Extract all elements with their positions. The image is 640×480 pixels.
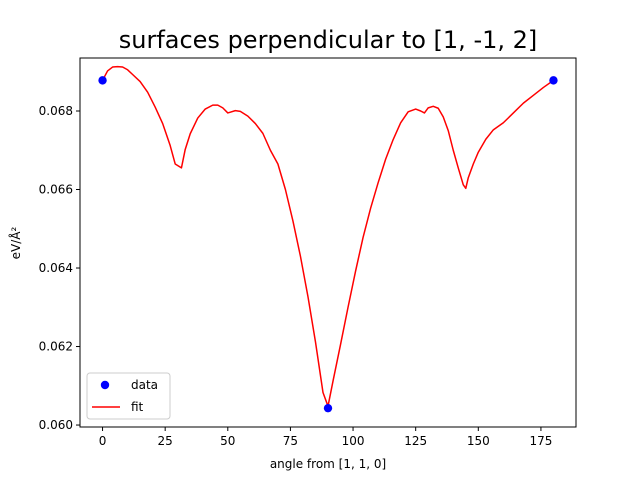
y-tick-label: 0.060	[39, 418, 73, 432]
x-tick-label: 125	[404, 434, 427, 448]
data-point	[323, 403, 333, 413]
x-tick-label: 150	[467, 434, 490, 448]
y-tick-label: 0.062	[39, 340, 73, 354]
y-tick-label: 0.064	[39, 261, 73, 275]
series-fit-line	[101, 65, 554, 407]
x-tick-label: 25	[158, 434, 173, 448]
plot-frame	[79, 57, 577, 428]
plot-area	[79, 57, 577, 428]
x-axis-label: angle from [1, 1, 0]	[270, 457, 386, 471]
x-tick-label: 175	[529, 434, 552, 448]
x-tick-label: 0	[99, 434, 107, 448]
y-tick-label: 0.066	[39, 183, 73, 197]
legend-marker-data	[100, 380, 110, 390]
x-tick-label: 50	[220, 434, 235, 448]
x-tick-label: 100	[342, 434, 365, 448]
legend: data fit	[86, 372, 171, 420]
y-tick-label: 0.068	[39, 104, 73, 118]
y-axis-ticks: 0.060 0.062 0.064 0.066 0.068	[39, 104, 80, 432]
x-tick-label: 75	[283, 434, 298, 448]
data-point	[549, 76, 558, 85]
chart-title: surfaces perpendicular to [1, -1, 2]	[119, 26, 538, 54]
y-axis-label: eV/Å²	[8, 226, 23, 259]
data-point	[98, 76, 107, 85]
legend-label-fit: fit	[131, 400, 144, 414]
legend-label-data: data	[131, 378, 158, 392]
x-axis-ticks: 0 25 50 75 100 125 150 175	[99, 427, 552, 448]
